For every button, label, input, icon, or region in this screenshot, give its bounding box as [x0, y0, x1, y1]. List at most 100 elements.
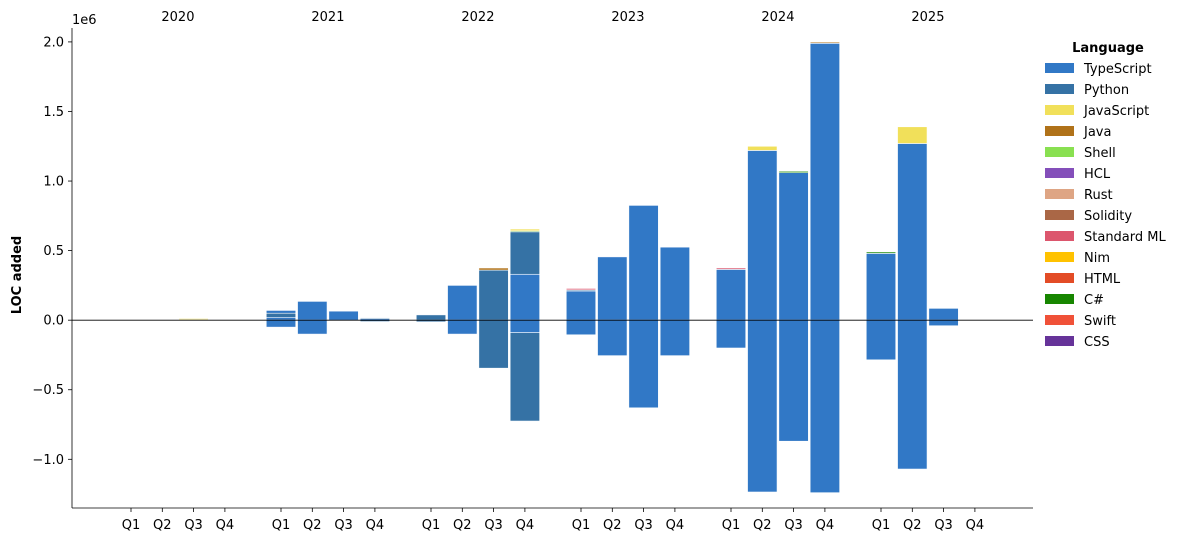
bar-segment [715, 267, 747, 270]
axes-group: −1.0 −0.5 0.0 0.5 1.0 1.5 2.0 Q1 Q2 Q3 Q4 2020 Q1 Q2 Q… [32, 10, 1033, 533]
bar-segment [297, 301, 328, 321]
legend-entry: HCL [1084, 167, 1111, 182]
bar-segment [865, 253, 897, 321]
x-tick-label: Q4 [216, 518, 235, 533]
legend-swatch [1045, 63, 1074, 73]
bar-segment [509, 228, 540, 232]
legend-entry: TypeScript [1083, 62, 1152, 77]
bar-segment [478, 319, 509, 369]
legend-title: Language [1072, 41, 1144, 56]
x-tick-label: Q3 [184, 518, 203, 533]
x-tick-label: Q1 [422, 518, 441, 533]
bar-segment [628, 205, 659, 321]
bars-group [178, 41, 959, 493]
legend-swatch [1045, 189, 1074, 199]
x-tick-label: Q2 [303, 518, 322, 533]
legend: Language TypeScript Python JavaScript Java Sh… [1045, 41, 1166, 350]
legend-entry: Nim [1084, 251, 1110, 266]
bar-segment [897, 319, 928, 470]
x-tick-label: Q4 [366, 518, 385, 533]
x-tick-label: Q3 [334, 518, 353, 533]
x-tick-label: Q2 [453, 518, 472, 533]
bar-segment [478, 267, 509, 271]
year-label: 2024 [761, 10, 794, 25]
y-tick-label: 1.0 [43, 175, 64, 190]
legend-swatch [1045, 210, 1074, 220]
bar-segment [359, 317, 390, 319]
x-tick-label: Q4 [516, 518, 535, 533]
y-tick-label: 2.0 [43, 35, 64, 50]
y-tick-label: 0.5 [43, 244, 64, 259]
legend-entry: JavaScript [1083, 104, 1149, 119]
year-label: 2022 [461, 10, 494, 25]
bar-segment [509, 231, 540, 275]
bar-segment [747, 319, 778, 493]
legend-swatch [1045, 336, 1074, 346]
x-tick-label: Q2 [603, 518, 622, 533]
legend-entry: Java [1083, 125, 1111, 140]
bar-segment [297, 319, 328, 335]
legend-swatch [1045, 252, 1074, 262]
bar-segment [715, 319, 747, 349]
x-tick-label: Q1 [722, 518, 741, 533]
bar-segment [778, 172, 809, 321]
bar-segment [415, 314, 447, 321]
y-axis-label: LOC added [10, 236, 25, 314]
legend-entry: Rust [1084, 188, 1113, 203]
legend-swatch [1045, 273, 1074, 283]
bar-segment [809, 41, 840, 44]
y-multiplier-label: 1e6 [72, 13, 97, 28]
legend-swatch [1045, 168, 1074, 178]
bar-segment [715, 269, 747, 321]
bar-segment [809, 43, 840, 321]
legend-entry: Standard ML [1084, 230, 1166, 245]
legend-entry: Swift [1084, 314, 1116, 329]
legend-entry: Python [1084, 83, 1129, 98]
legend-entry: Solidity [1084, 209, 1132, 224]
bar-segment [328, 310, 359, 321]
bar-segment [178, 318, 209, 320]
bar-segment [265, 319, 297, 328]
year-label: 2023 [611, 10, 644, 25]
bar-segment [565, 288, 597, 291]
bar-segment [597, 319, 628, 356]
bar-segment [928, 308, 959, 321]
bar-segment [778, 319, 809, 442]
bar-segment [478, 269, 509, 321]
bar-segment [659, 246, 690, 321]
x-tick-label: Q1 [572, 518, 591, 533]
bar-segment [809, 319, 840, 493]
x-tick-label: Q2 [153, 518, 172, 533]
x-tick-label: Q1 [272, 518, 291, 533]
legend-swatch [1045, 315, 1074, 325]
bar-segment [897, 126, 928, 144]
legend-entry: CSS [1084, 335, 1110, 350]
x-tick-label: Q3 [484, 518, 503, 533]
bar-segment [628, 319, 659, 409]
bar-segment [509, 319, 540, 333]
legend-swatch [1045, 231, 1074, 241]
y-tick-label: −0.5 [32, 383, 64, 398]
bar-segment [747, 150, 778, 321]
y-tick-label: 1.5 [43, 105, 64, 120]
legend-swatch [1045, 294, 1074, 304]
bar-segment [509, 273, 540, 321]
y-tick-label: 0.0 [43, 314, 64, 329]
x-tick-label: Q3 [634, 518, 653, 533]
legend-swatch [1045, 147, 1074, 157]
x-tick-label: Q1 [872, 518, 891, 533]
x-tick-label: Q1 [122, 518, 141, 533]
bar-segment [565, 319, 597, 336]
bar-segment [928, 319, 959, 327]
y-tick-label: −1.0 [32, 453, 64, 468]
x-tick-label: Q3 [784, 518, 803, 533]
bar-segment [897, 143, 928, 321]
bar-segment [778, 171, 809, 173]
legend-entry: C# [1084, 293, 1104, 308]
bar-segment [447, 285, 478, 321]
year-label: 2025 [911, 10, 944, 25]
legend-swatch [1045, 126, 1074, 136]
year-label: 2021 [311, 10, 344, 25]
year-label: 2020 [161, 10, 194, 25]
